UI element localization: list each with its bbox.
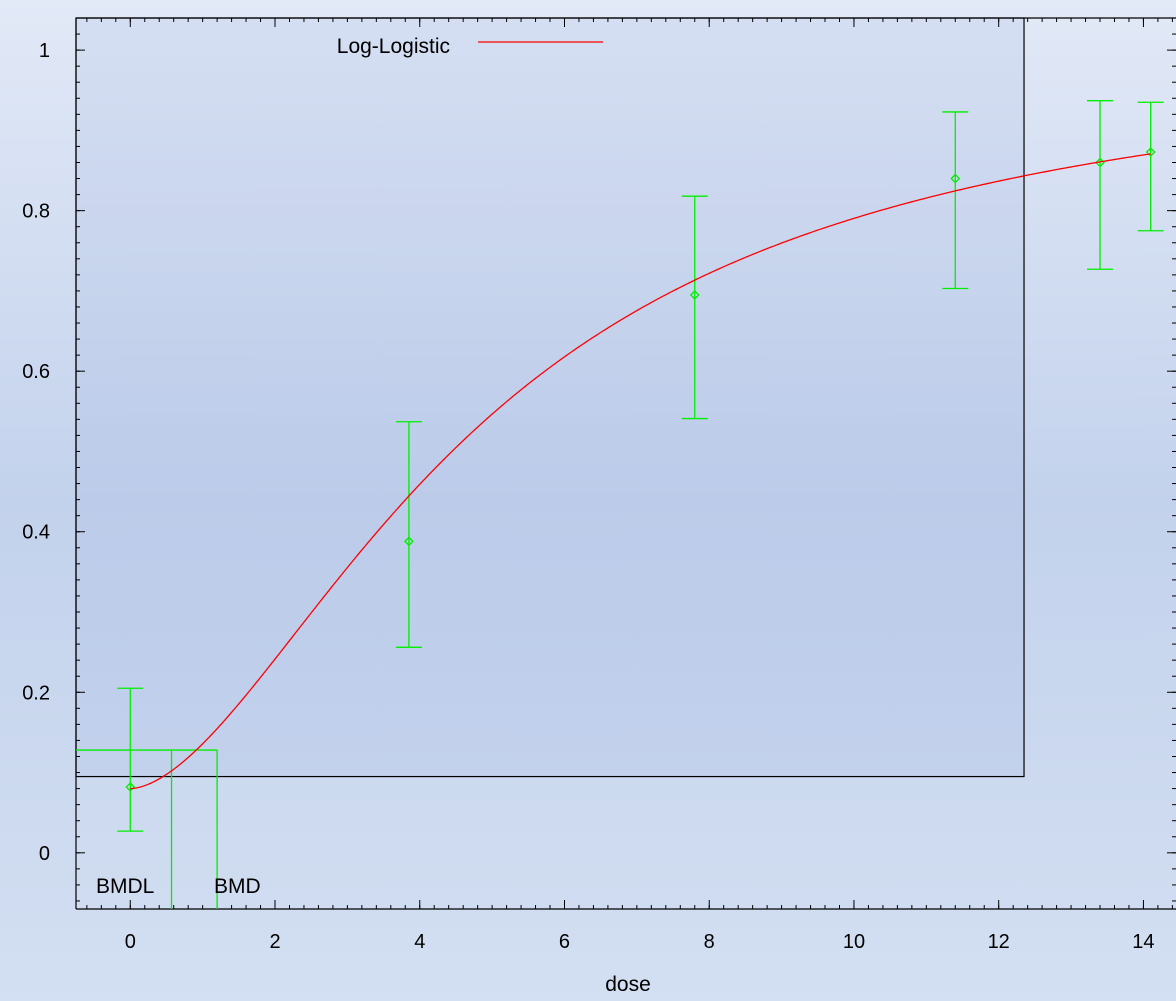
- y-tick-label: 1: [39, 40, 50, 62]
- x-tick-label: 0: [125, 931, 136, 953]
- legend-box: [75, 17, 1025, 778]
- data-point-marker: [689, 290, 700, 300]
- legend-label-log-logistic: Log-Logistic: [337, 35, 450, 58]
- x-tick-label: 8: [704, 931, 715, 953]
- y-tick-label: 0.2: [22, 682, 50, 704]
- x-tick-label: 2: [269, 931, 280, 953]
- x-tick-label: 10: [843, 931, 865, 953]
- x-tick-label: 14: [1132, 931, 1154, 953]
- x-axis-title: dose: [605, 973, 651, 996]
- y-tick-label: 0: [39, 843, 50, 865]
- x-tick-label: 4: [414, 931, 425, 953]
- bmd-label: BMD: [214, 875, 261, 898]
- data-point-marker: [403, 536, 414, 547]
- x-tick-label: 6: [559, 931, 570, 953]
- y-tick-label: 0.8: [22, 201, 50, 223]
- x-tick-label: 12: [988, 931, 1010, 953]
- bmdl-label: BMDL: [96, 875, 154, 898]
- data-point-marker: [950, 173, 961, 184]
- y-tick-label: 0.4: [22, 522, 50, 544]
- data-point-marker: [1145, 147, 1156, 157]
- y-tick-label: 0.6: [22, 361, 50, 383]
- fit-curve-log-logistic: [130, 153, 1151, 790]
- data-point-marker: [125, 782, 136, 792]
